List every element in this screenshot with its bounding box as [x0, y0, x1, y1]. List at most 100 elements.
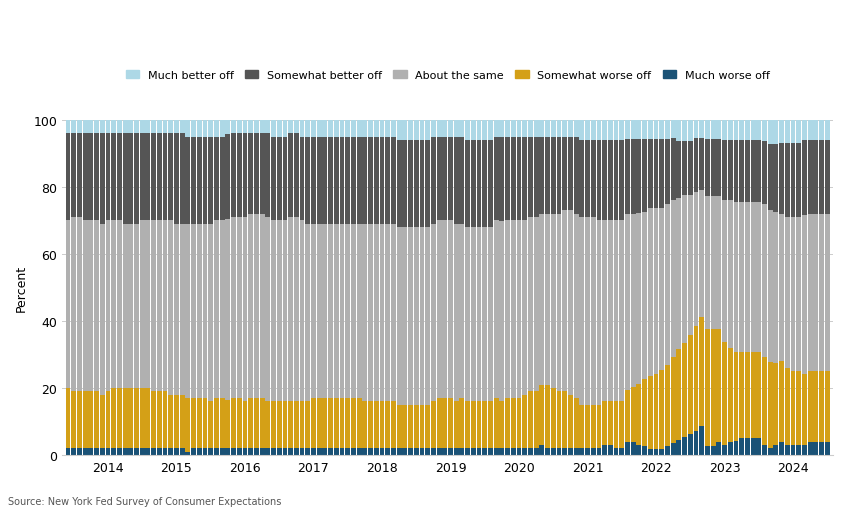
Bar	[100, 395, 104, 448]
Bar	[637, 445, 641, 455]
Bar	[322, 399, 327, 448]
Bar	[299, 221, 304, 402]
Bar	[328, 224, 333, 399]
Bar	[619, 448, 624, 455]
Bar	[756, 353, 762, 438]
Bar	[790, 218, 795, 372]
Bar	[157, 121, 162, 134]
Bar	[105, 134, 110, 221]
Bar	[739, 438, 744, 455]
Bar	[94, 121, 99, 134]
Bar	[522, 221, 527, 395]
Bar	[248, 121, 253, 134]
Bar	[220, 399, 225, 448]
Bar	[226, 220, 231, 401]
Bar	[767, 121, 773, 145]
Bar	[808, 121, 812, 141]
Bar	[688, 434, 693, 455]
Bar	[483, 121, 488, 141]
Bar	[259, 121, 265, 134]
Bar	[654, 139, 658, 208]
Bar	[322, 448, 327, 455]
Bar	[368, 448, 373, 455]
Bar	[226, 448, 231, 455]
Bar	[505, 448, 510, 455]
Bar	[311, 121, 316, 137]
Bar	[88, 134, 93, 221]
Bar	[425, 405, 430, 448]
Bar	[522, 121, 527, 137]
Bar	[163, 448, 167, 455]
Bar	[288, 448, 293, 455]
Bar	[602, 121, 607, 141]
Bar	[397, 121, 402, 141]
Bar	[276, 121, 282, 137]
Bar	[88, 121, 93, 134]
Bar	[460, 448, 465, 455]
Bar	[232, 134, 236, 218]
Bar	[334, 137, 338, 224]
Bar	[374, 137, 379, 224]
Bar	[671, 201, 676, 357]
Bar	[397, 405, 402, 448]
Bar	[380, 121, 384, 137]
Bar	[140, 134, 145, 221]
Bar	[243, 121, 248, 134]
Bar	[728, 121, 733, 141]
Bar	[460, 137, 465, 224]
Bar	[117, 121, 122, 134]
Bar	[779, 144, 784, 214]
Bar	[339, 399, 344, 448]
Bar	[71, 134, 76, 218]
Bar	[437, 448, 442, 455]
Bar	[528, 121, 533, 137]
Bar	[140, 448, 145, 455]
Bar	[385, 224, 390, 402]
Bar	[631, 140, 636, 215]
Bar	[516, 399, 522, 448]
Bar	[682, 142, 687, 196]
Bar	[750, 438, 756, 455]
Bar	[688, 336, 693, 434]
Bar	[619, 221, 624, 402]
Bar	[328, 121, 333, 137]
Bar	[117, 448, 122, 455]
Bar	[288, 402, 293, 448]
Bar	[83, 134, 87, 221]
Bar	[773, 145, 778, 213]
Bar	[602, 141, 607, 221]
Bar	[568, 395, 572, 448]
Bar	[191, 137, 196, 224]
Bar	[545, 448, 550, 455]
Bar	[773, 363, 778, 445]
Bar	[585, 448, 590, 455]
Bar	[220, 137, 225, 221]
Bar	[111, 388, 116, 448]
Bar	[111, 448, 116, 455]
Bar	[111, 121, 116, 134]
Bar	[276, 448, 282, 455]
Bar	[420, 228, 424, 405]
Bar	[128, 388, 133, 448]
Bar	[403, 228, 407, 405]
Bar	[767, 362, 773, 448]
Bar	[466, 121, 470, 141]
Bar	[796, 218, 801, 372]
Bar	[345, 224, 350, 399]
Bar	[460, 224, 465, 399]
Bar	[282, 448, 287, 455]
Bar	[77, 134, 82, 218]
Bar	[151, 448, 156, 455]
Bar	[174, 395, 179, 448]
Bar	[568, 211, 572, 395]
Bar	[808, 214, 812, 372]
Bar	[579, 448, 584, 455]
Bar	[591, 405, 595, 448]
Bar	[585, 121, 590, 141]
Bar	[420, 121, 424, 141]
Bar	[345, 399, 350, 448]
Bar	[339, 448, 344, 455]
Bar	[163, 391, 167, 448]
Bar	[174, 134, 179, 224]
Bar	[123, 121, 127, 134]
